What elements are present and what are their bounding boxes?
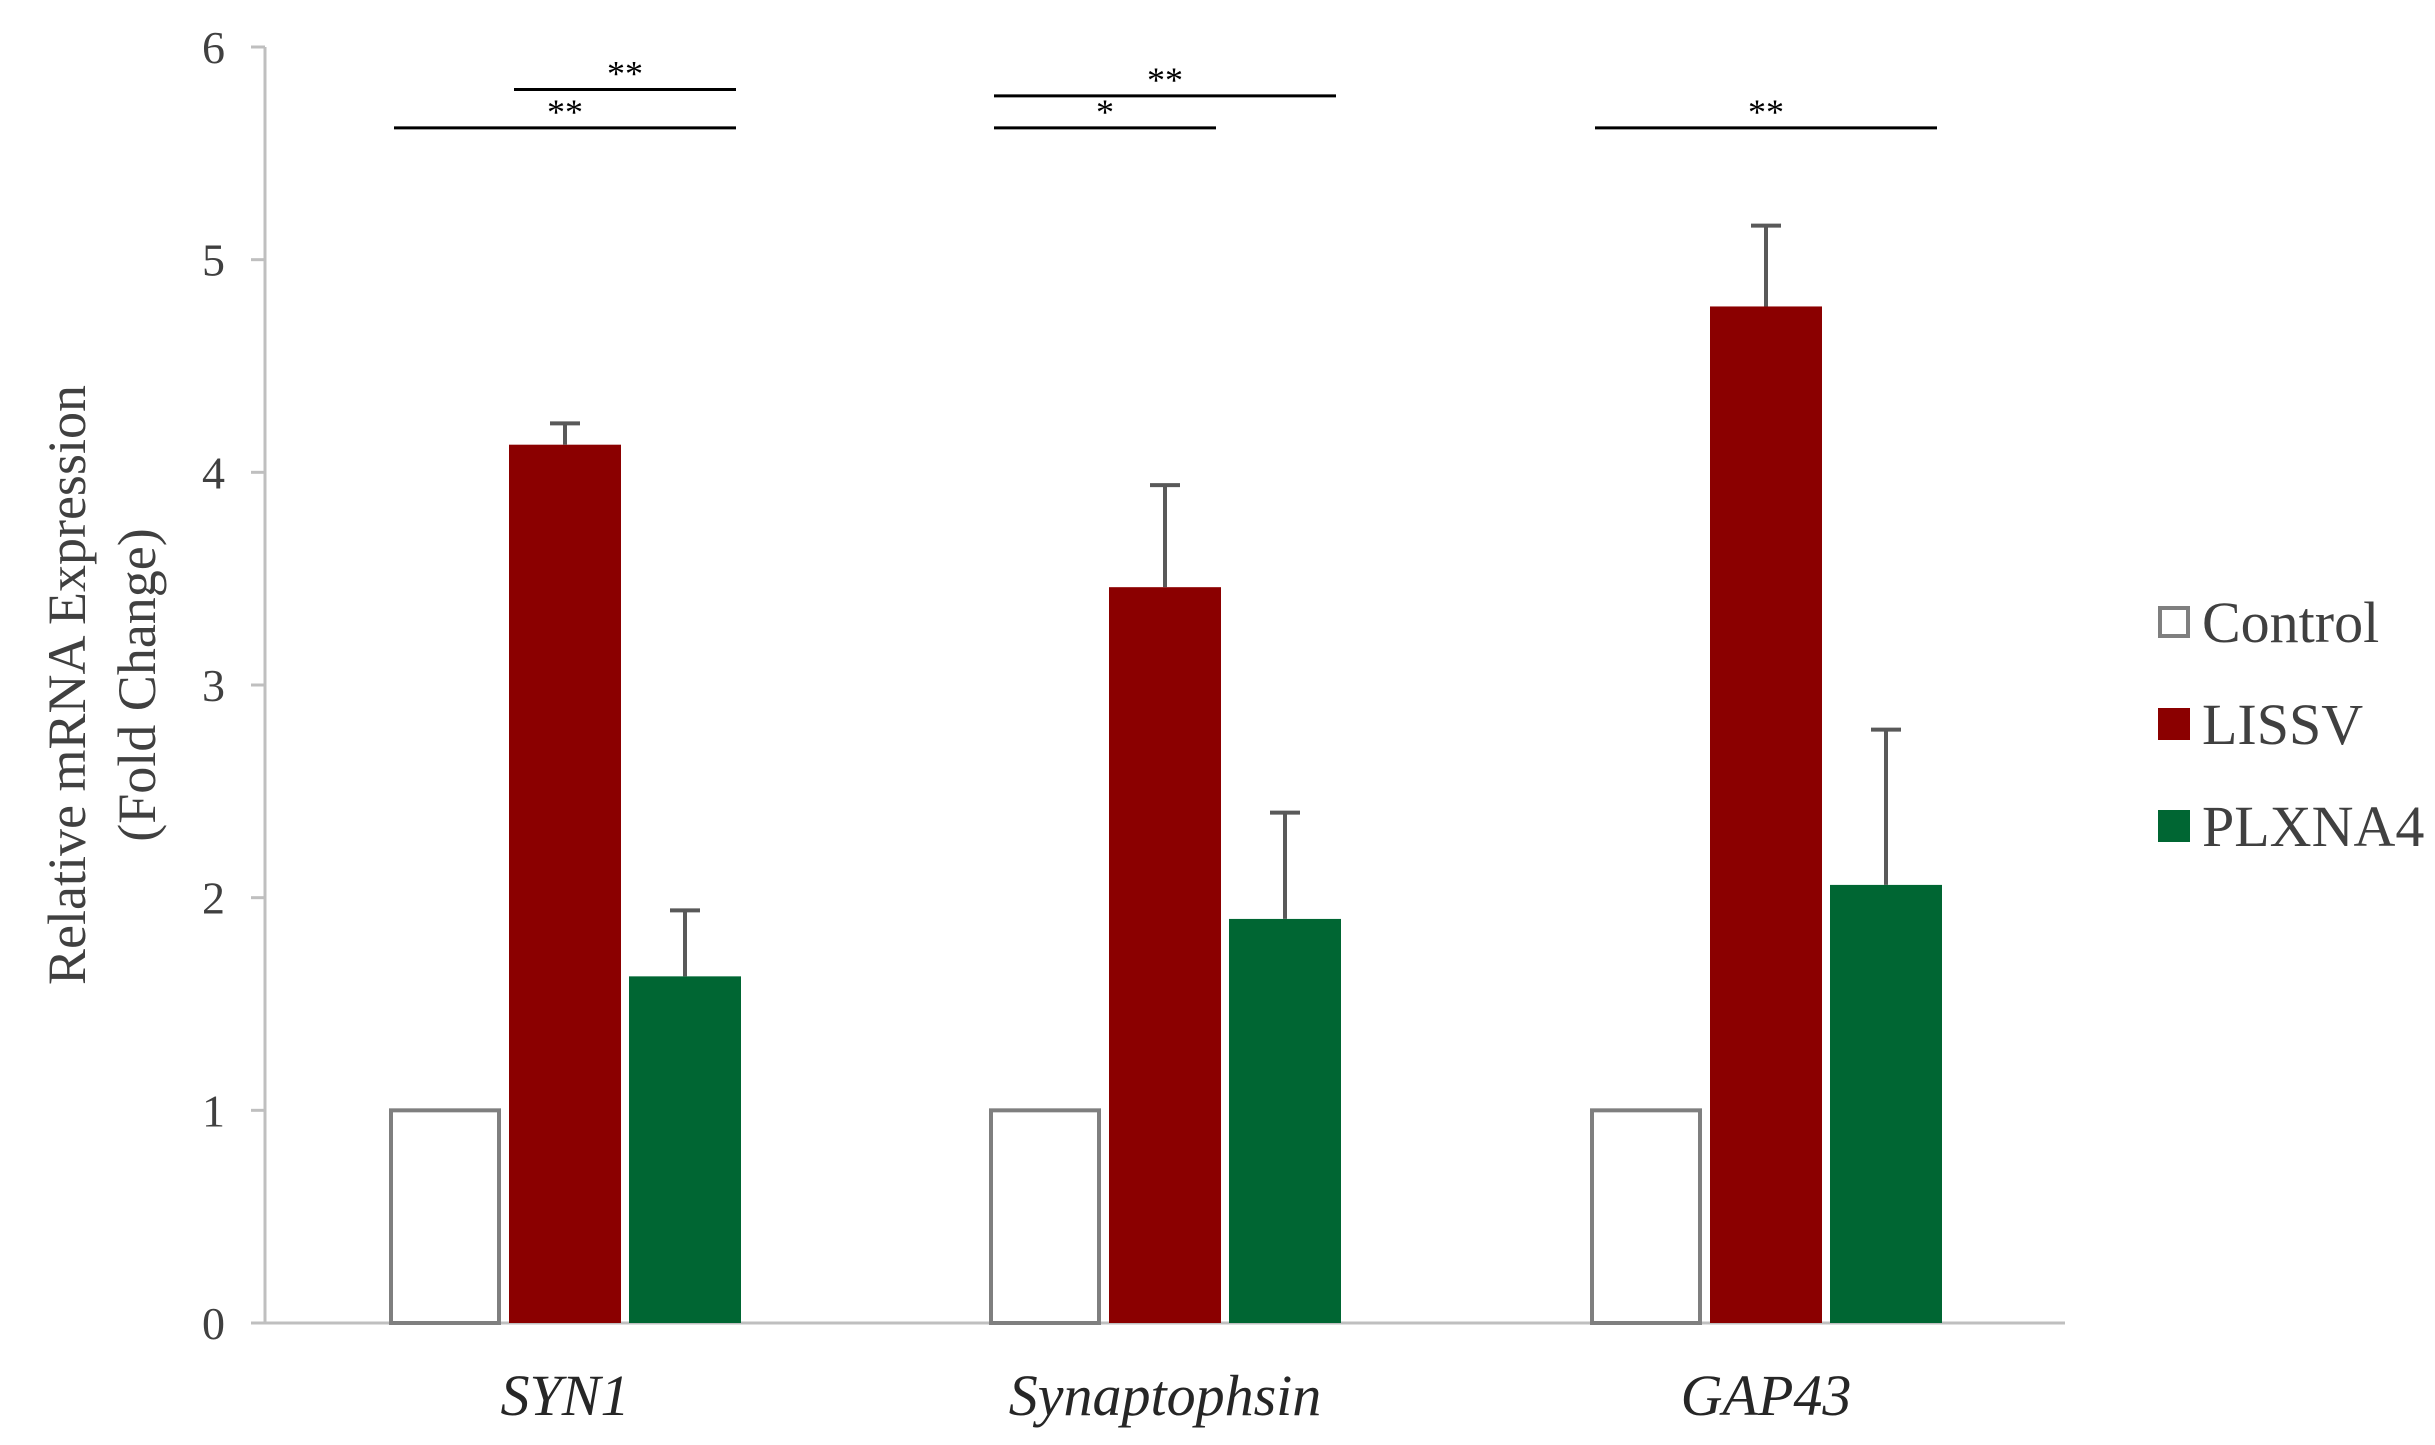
bar-control-syn1 — [389, 1108, 501, 1326]
significance-label: ** — [1147, 60, 1183, 100]
legend-swatch-control — [2158, 606, 2190, 638]
y-tick-label: 6 — [202, 22, 225, 73]
y-tick-label: 2 — [202, 873, 225, 924]
x-category-label: GAP43 — [1681, 1363, 1852, 1428]
bar-lissv-synaptophsin — [1109, 587, 1221, 1323]
bar-control-gap43 — [1590, 1108, 1702, 1326]
y-axis-title-line2: (Fold Change) — [107, 528, 167, 841]
legend-swatch-lissv — [2158, 708, 2190, 740]
legend-swatch-plxna4 — [2158, 810, 2190, 842]
legend-label-plxna4: PLXNA4 — [2202, 794, 2424, 859]
bar-control-synaptophsin — [989, 1108, 1101, 1326]
significance-label: ** — [1748, 92, 1784, 132]
bar-plxna4-gap43 — [1830, 884, 1942, 1323]
significance-label: ** — [547, 92, 583, 132]
significance-label: * — [1096, 92, 1114, 132]
x-category-label: Synaptophsin — [1009, 1363, 1322, 1428]
x-category-label: SYN1 — [501, 1363, 630, 1428]
bar-plxna4-syn1 — [629, 976, 741, 1323]
y-tick-label: 4 — [202, 447, 225, 498]
significance-label: ** — [607, 54, 643, 94]
y-tick-label: 5 — [202, 235, 225, 286]
y-tick-label: 1 — [202, 1085, 225, 1136]
bar-lissv-gap43 — [1710, 306, 1822, 1323]
legend-label-control: Control — [2202, 590, 2379, 655]
bar-lissv-syn1 — [509, 444, 621, 1324]
y-tick-label: 0 — [202, 1298, 225, 1349]
y-axis-title-line1: Relative mRNA Expression — [37, 385, 97, 985]
y-tick-label: 3 — [202, 660, 225, 711]
legend-label-lissv: LISSV — [2202, 692, 2363, 757]
bar-plxna4-synaptophsin — [1229, 918, 1341, 1323]
